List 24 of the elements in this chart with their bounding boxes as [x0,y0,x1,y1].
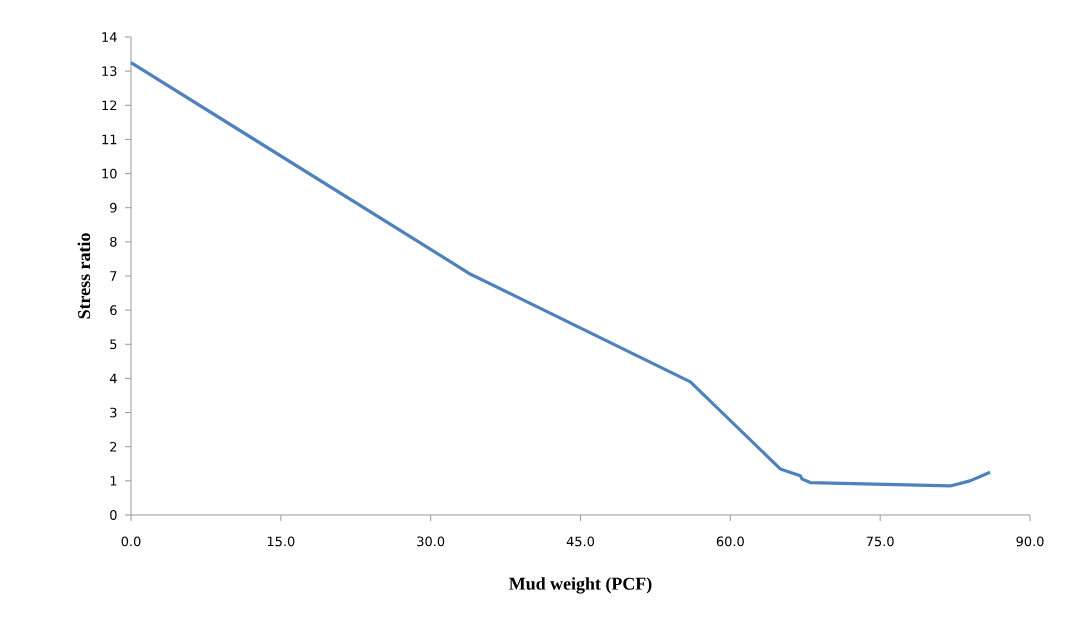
x-tick-label: 15.0 [267,536,295,547]
y-tick-label: 2 [110,441,117,452]
y-tick-label: 11 [102,134,117,145]
y-tick-label: 6 [110,305,117,316]
x-tick-label: 60.0 [716,536,744,547]
y-tick-label: 4 [109,373,117,384]
y-tick-label: 8 [110,236,117,247]
y-axis-title: Stress ratio [77,233,91,319]
y-tick-label: 9 [110,202,117,213]
y-tick-label: 5 [110,339,117,350]
y-tick-label: 3 [110,407,117,418]
x-tick-label: 90.0 [1016,536,1044,547]
x-tick-label: 30.0 [417,536,445,547]
y-tick-label: 1 [110,476,117,486]
x-tick-label: 75.0 [866,536,894,547]
y-tick-label: 13 [102,66,117,77]
y-tick-label: 0 [110,510,117,520]
y-tick-label: 14 [102,32,117,42]
x-tick-label: 45.0 [566,536,595,547]
x-tick-label: 0.0 [121,536,141,547]
y-tick-label: 10 [102,168,117,179]
y-tick-label: 12 [102,100,117,111]
x-axis-title: Mud weight (PCF) [509,577,652,594]
y-tick-label: 7 [110,271,117,281]
